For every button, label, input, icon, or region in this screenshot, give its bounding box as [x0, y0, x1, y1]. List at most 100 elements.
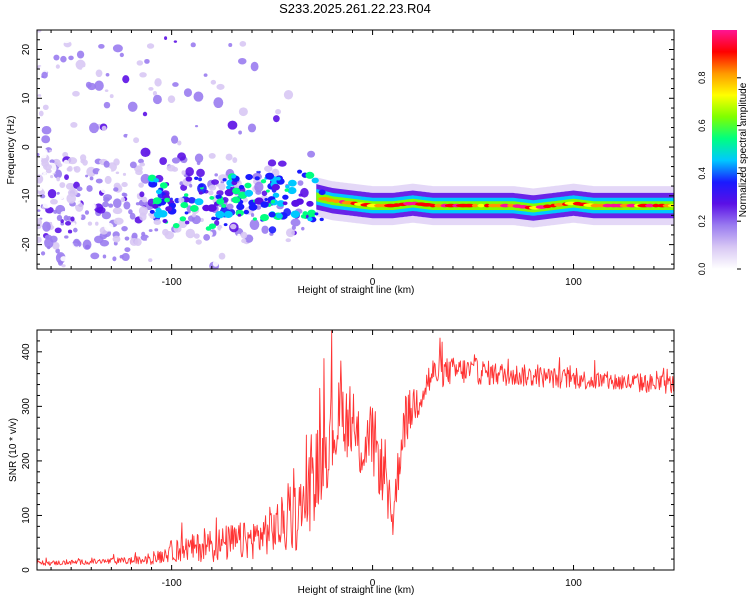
spectrogram-noise-blob: [184, 220, 190, 225]
spectrogram-noise-blob: [241, 238, 247, 244]
spectrogram-noise-blob: [177, 140, 182, 146]
spectrogram-noise-blob: [252, 162, 257, 168]
spectrogram-noise-blob: [56, 176, 61, 182]
spectrogram-noise-blob: [96, 206, 106, 214]
spectrogram-cluster-blob: [307, 217, 313, 222]
spectrogram-noise-blob: [103, 197, 110, 203]
spectrogram-noise-blob: [39, 194, 46, 199]
spectrogram-noise-blob: [297, 180, 304, 186]
spectrogram-y-tick-label: -10: [21, 188, 32, 203]
spectrogram-cluster-blob: [205, 226, 212, 231]
spectrogram-noise-blob: [189, 183, 193, 188]
spectrogram-cluster-blob: [237, 213, 242, 217]
spectrogram-noise-blob: [65, 134, 74, 141]
spectrogram-noise-blob: [103, 101, 111, 109]
spectrogram-noise-blob: [98, 43, 105, 49]
spectrogram-cluster-blob: [221, 203, 227, 208]
spectrogram-cluster-blob: [183, 193, 189, 197]
spectrogram-noise-blob: [135, 250, 140, 254]
spectrogram-noise-blob: [239, 41, 247, 47]
spectrogram-noise-blob: [112, 235, 121, 243]
spectrogram-noise-blob: [141, 231, 146, 237]
spectrogram-noise-blob: [195, 239, 202, 245]
spectrogram-signal-peak: [429, 203, 437, 208]
spectrogram-noise-blob: [60, 256, 67, 262]
spectrogram-noise-blob: [138, 182, 144, 188]
spectrogram-noise-blob: [247, 123, 257, 133]
spectrogram-noise-blob: [105, 167, 112, 174]
spectrogram-noise-blob: [38, 110, 44, 117]
spectrogram-cluster-blob: [184, 211, 189, 215]
spectrogram-noise-blob: [148, 258, 153, 263]
spectrogram-cluster-blob: [152, 197, 162, 205]
spectrogram-noise-blob: [56, 191, 60, 195]
spectrogram-noise-blob: [203, 73, 208, 77]
spectrogram-cluster-blob: [159, 182, 168, 189]
spectrogram-noise-blob: [214, 173, 218, 177]
spectrogram-noise-blob: [121, 252, 130, 262]
spectrogram-noise-blob: [37, 152, 40, 157]
spectrogram-noise-blob: [76, 50, 85, 59]
spectrogram-noise-blob: [112, 256, 117, 262]
spectrogram-noise-blob: [41, 125, 52, 135]
spectrogram-noise-blob: [53, 159, 60, 166]
spectrogram-noise-blob: [177, 152, 186, 161]
spectrogram-noise-blob: [255, 190, 262, 195]
spectrogram-noise-blob: [226, 60, 234, 67]
spectrogram-noise-blob: [129, 237, 139, 246]
spectrogram-noise-blob: [191, 162, 196, 167]
spectrogram-noise-blob: [178, 218, 188, 229]
colorbar-tick-label: 0.2: [697, 215, 707, 228]
spectrogram-noise-blob: [40, 251, 46, 256]
spectrogram-noise-blob: [64, 174, 69, 181]
spectrogram-noise-blob: [47, 189, 57, 199]
spectrogram-cluster-blob: [275, 213, 283, 219]
spectrogram-noise-blob: [129, 212, 136, 220]
spectrogram-noise-blob: [183, 88, 192, 97]
spectrogram-noise-blob: [216, 83, 225, 90]
spectrogram-noise-blob: [167, 95, 176, 103]
spectrogram-noise-blob: [138, 206, 149, 216]
spectrogram-noise-blob: [63, 159, 69, 167]
spectrogram-noise-blob: [139, 191, 145, 198]
spectrogram-cluster-blob: [260, 201, 269, 208]
spectrogram-noise-blob: [37, 94, 42, 97]
spectrogram-cluster-blob: [276, 176, 281, 181]
spectrogram-noise-blob: [50, 174, 54, 179]
spectrogram-noise-blob: [228, 43, 233, 48]
spectrogram-noise-blob: [131, 232, 138, 240]
spectrogram-noise-blob: [42, 198, 52, 209]
spectrogram-noise-blob: [100, 185, 109, 194]
spectrogram-cluster-blob: [215, 194, 222, 200]
spectrogram-noise-blob: [121, 225, 128, 232]
snr-series-line: [37, 330, 674, 566]
spectrogram-cluster-blob: [272, 192, 280, 198]
spectrogram-cluster-blob: [282, 201, 288, 206]
snr-y-tick-label: 0: [21, 567, 32, 573]
spectrogram-noise-blob: [73, 100, 78, 105]
spectrogram-noise-blob: [249, 219, 260, 231]
spectrogram-noise-blob: [170, 135, 179, 144]
spectrogram-noise-blob: [70, 222, 76, 227]
spectrogram-noise-blob: [261, 190, 268, 197]
spectrogram-noise-blob: [203, 233, 211, 241]
colorbar-tick-label: 0.4: [697, 167, 707, 180]
spectrogram-cluster-blob: [230, 174, 237, 179]
spectrogram-frame: [36, 29, 675, 270]
spectrogram-noise-blob: [73, 227, 78, 233]
spectrogram-noise-blob: [230, 223, 237, 230]
spectrogram-noise-blob: [65, 182, 75, 190]
spectrogram-noise-blob: [166, 164, 176, 172]
spectrogram-noise-blob: [112, 207, 123, 215]
spectrogram-noise-blob: [42, 172, 47, 178]
spectrogram-noise-blob: [135, 187, 142, 194]
snr-x-tick-label: 100: [565, 578, 582, 589]
spectrogram-cluster-blob: [153, 210, 163, 219]
colorbar-label: Normalized spectral amplitude: [738, 82, 749, 217]
spectrogram-noise-blob: [298, 193, 303, 197]
spectrogram-noise-blob: [102, 201, 109, 208]
spectrogram-noise-blob: [144, 58, 150, 64]
spectrogram-noise-blob: [191, 212, 197, 218]
spectrogram-noise-blob: [148, 229, 153, 232]
spectrogram-noise-blob: [173, 40, 178, 43]
